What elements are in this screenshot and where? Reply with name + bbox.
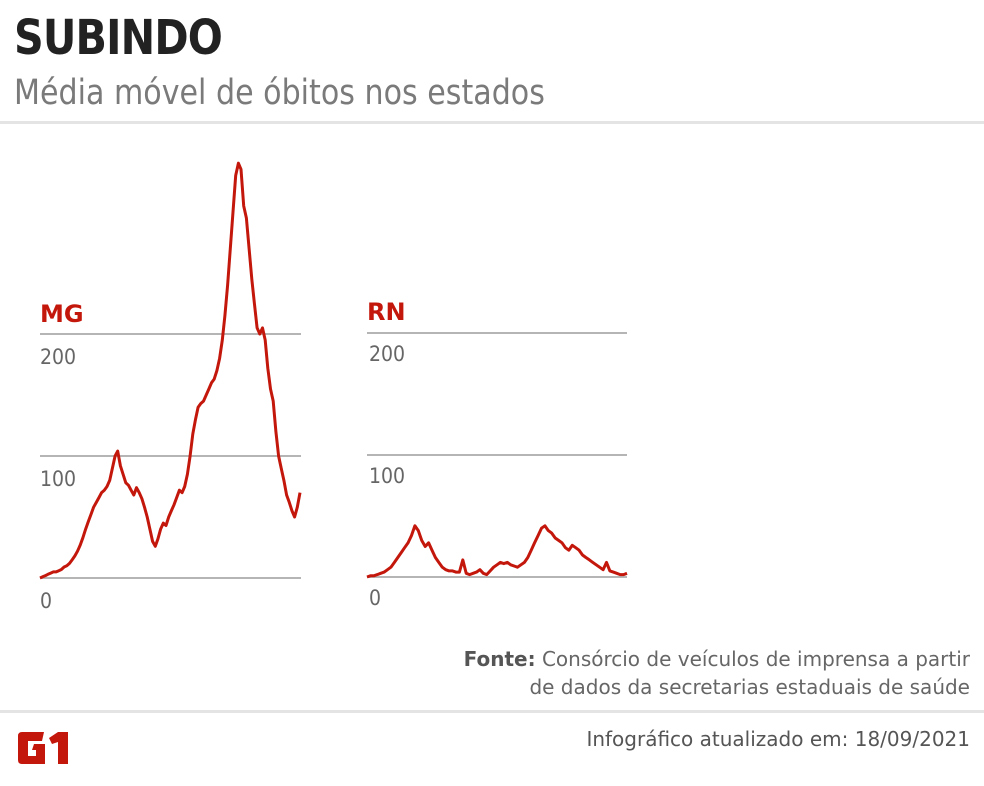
mg-state-label: MG [40,300,84,328]
updated-date: Infográfico atualizado em: 18/09/2021 [586,727,970,751]
rn-gridlines [367,332,627,578]
source-line-2: de dados da secretarias estaduais de saú… [529,675,970,699]
mg-ytick-200: 200 [40,345,77,369]
rn-line-series [366,524,628,579]
rn-ytick-200: 200 [369,342,406,366]
source-note: Fonte: Consórcio de veículos de imprensa… [370,645,970,701]
chart-title: SUBINDO [14,10,223,66]
mg-gridlines [40,333,301,579]
charts-canvas [39,161,628,580]
mg-line-series [39,161,302,580]
rn-ytick-0: 0 [369,586,382,610]
rn-state-label: RN [367,298,406,326]
source-label: Fonte: [463,647,536,671]
chart-subtitle: Média móvel de óbitos nos estados [14,73,545,113]
mg-ytick-100: 100 [40,467,77,491]
mg-ytick-0: 0 [40,589,53,613]
source-line-1: Consórcio de veículos de imprensa a part… [541,647,970,671]
footer-divider [0,710,984,713]
header-divider [0,121,984,124]
rn-ytick-100: 100 [369,464,406,488]
g1-logo [18,732,68,764]
